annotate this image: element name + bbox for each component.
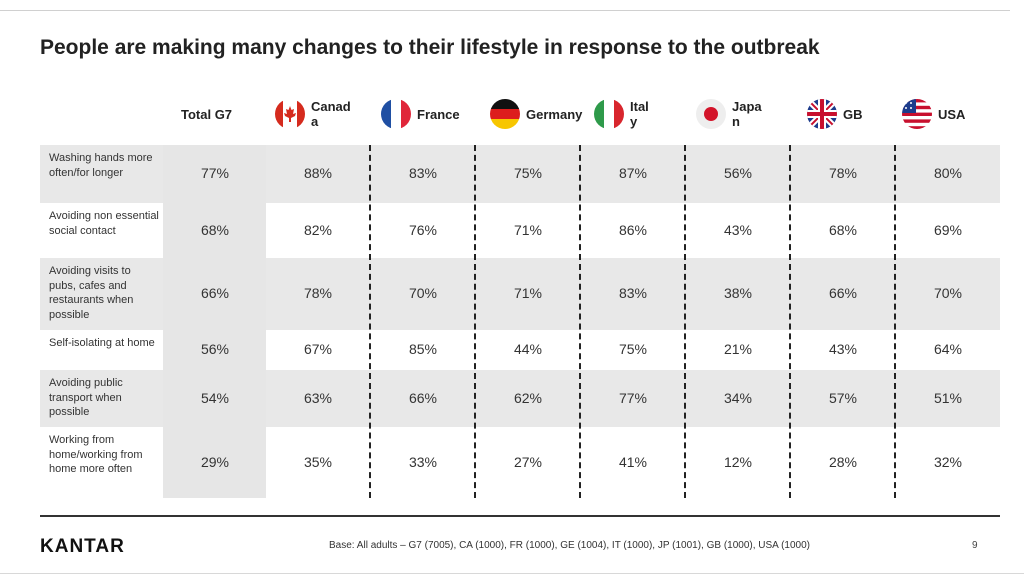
value-cell: 34% [723, 389, 753, 406]
value-cell: 28% [828, 453, 858, 470]
column-separator [684, 145, 686, 498]
value-cell: 64% [933, 341, 963, 357]
canada-flag-icon [275, 99, 305, 129]
column-header: Ital y [594, 92, 649, 136]
value-cell: 68% [200, 221, 230, 238]
slide-title: People are making many changes to their … [40, 36, 820, 59]
bottom-divider [40, 515, 1000, 517]
value-cell: 76% [408, 221, 438, 238]
value-cell: 57% [828, 389, 858, 406]
value-cell: 67% [303, 341, 333, 357]
column-separator [789, 145, 791, 498]
value-cell: 70% [408, 285, 438, 301]
column-separator [579, 145, 581, 498]
value-cell: 71% [513, 221, 543, 238]
gb-flag-icon [807, 99, 837, 129]
value-cell: 66% [828, 285, 858, 301]
value-cell: 68% [828, 221, 858, 238]
value-cell: 77% [618, 389, 648, 406]
value-cell: 69% [933, 221, 963, 238]
value-cell: 66% [408, 389, 438, 406]
value-cell: 51% [933, 389, 963, 406]
page-number: 9 [972, 540, 978, 551]
value-cell: 75% [513, 165, 543, 181]
row-label: Avoiding public transport when possible [49, 377, 123, 418]
value-cell: 87% [618, 165, 648, 181]
value-cell: 62% [513, 389, 543, 406]
base-note: Base: All adults – G7 (7005), CA (1000),… [329, 540, 810, 551]
column-header-label: Japa n [732, 99, 762, 129]
value-cell: 56% [723, 165, 753, 181]
column-header-label: Germany [526, 106, 583, 122]
value-cell: 12% [723, 453, 753, 470]
column-header-label: GB [843, 106, 863, 122]
kantar-logo: KANTAR [40, 536, 125, 557]
value-cell: 56% [200, 341, 230, 357]
value-cell: 80% [933, 165, 963, 181]
value-cell: 29% [200, 453, 230, 470]
value-cell: 78% [303, 285, 333, 301]
column-header: Germany [490, 92, 582, 136]
value-cell: 32% [933, 453, 963, 470]
value-cell: 27% [513, 453, 543, 470]
column-header-label: Canad a [311, 99, 351, 129]
value-cell: 38% [723, 285, 753, 301]
value-cell: 88% [303, 165, 333, 181]
value-cell: 77% [200, 165, 230, 181]
column-header: GB [807, 92, 863, 136]
value-cell: 85% [408, 341, 438, 357]
value-cell: 78% [828, 165, 858, 181]
value-cell: 41% [618, 453, 648, 470]
top-divider [0, 10, 1010, 11]
row-label: Working from home/working from home more… [49, 434, 143, 475]
row-label: Washing hands more often/for longer [49, 152, 153, 179]
column-header: USA [902, 92, 965, 136]
total-g7-column [163, 145, 266, 498]
value-cell: 83% [408, 165, 438, 181]
column-separator [369, 145, 371, 498]
column-header-label: Ital y [630, 99, 649, 129]
value-cell: 43% [723, 221, 753, 238]
germany-flag-icon [490, 99, 520, 129]
value-cell: 86% [618, 221, 648, 238]
column-separator [894, 145, 896, 498]
value-cell: 63% [303, 389, 333, 406]
value-cell: 75% [618, 341, 648, 357]
value-cell: 82% [303, 221, 333, 238]
value-cell: 43% [828, 341, 858, 357]
value-cell: 83% [618, 285, 648, 301]
italy-flag-icon [594, 99, 624, 129]
value-cell: 44% [513, 341, 543, 357]
france-flag-icon [381, 99, 411, 129]
value-cell: 21% [723, 341, 753, 357]
row-label: Avoiding non essential social contact [49, 210, 159, 237]
value-cell: 66% [200, 285, 230, 301]
column-header: France [381, 92, 460, 136]
value-cell: 35% [303, 453, 333, 470]
usa-flag-icon [902, 99, 932, 129]
value-cell: 54% [200, 389, 230, 406]
japan-flag-icon [696, 99, 726, 129]
row-label: Self-isolating at home [49, 337, 155, 349]
column-header: Canad a [275, 92, 351, 136]
footer-divider [0, 573, 1024, 574]
column-header-label: France [417, 106, 460, 122]
value-cell: 71% [513, 285, 543, 301]
column-header-label: Total G7 [181, 106, 233, 122]
value-cell: 33% [408, 453, 438, 470]
row-label: Avoiding visits to pubs, cafes and resta… [49, 265, 134, 321]
value-cell: 70% [933, 285, 963, 301]
column-header: Total G7 [181, 92, 232, 136]
column-separator [474, 145, 476, 498]
column-header-label: USA [938, 106, 966, 122]
column-header: Japa n [696, 92, 762, 136]
